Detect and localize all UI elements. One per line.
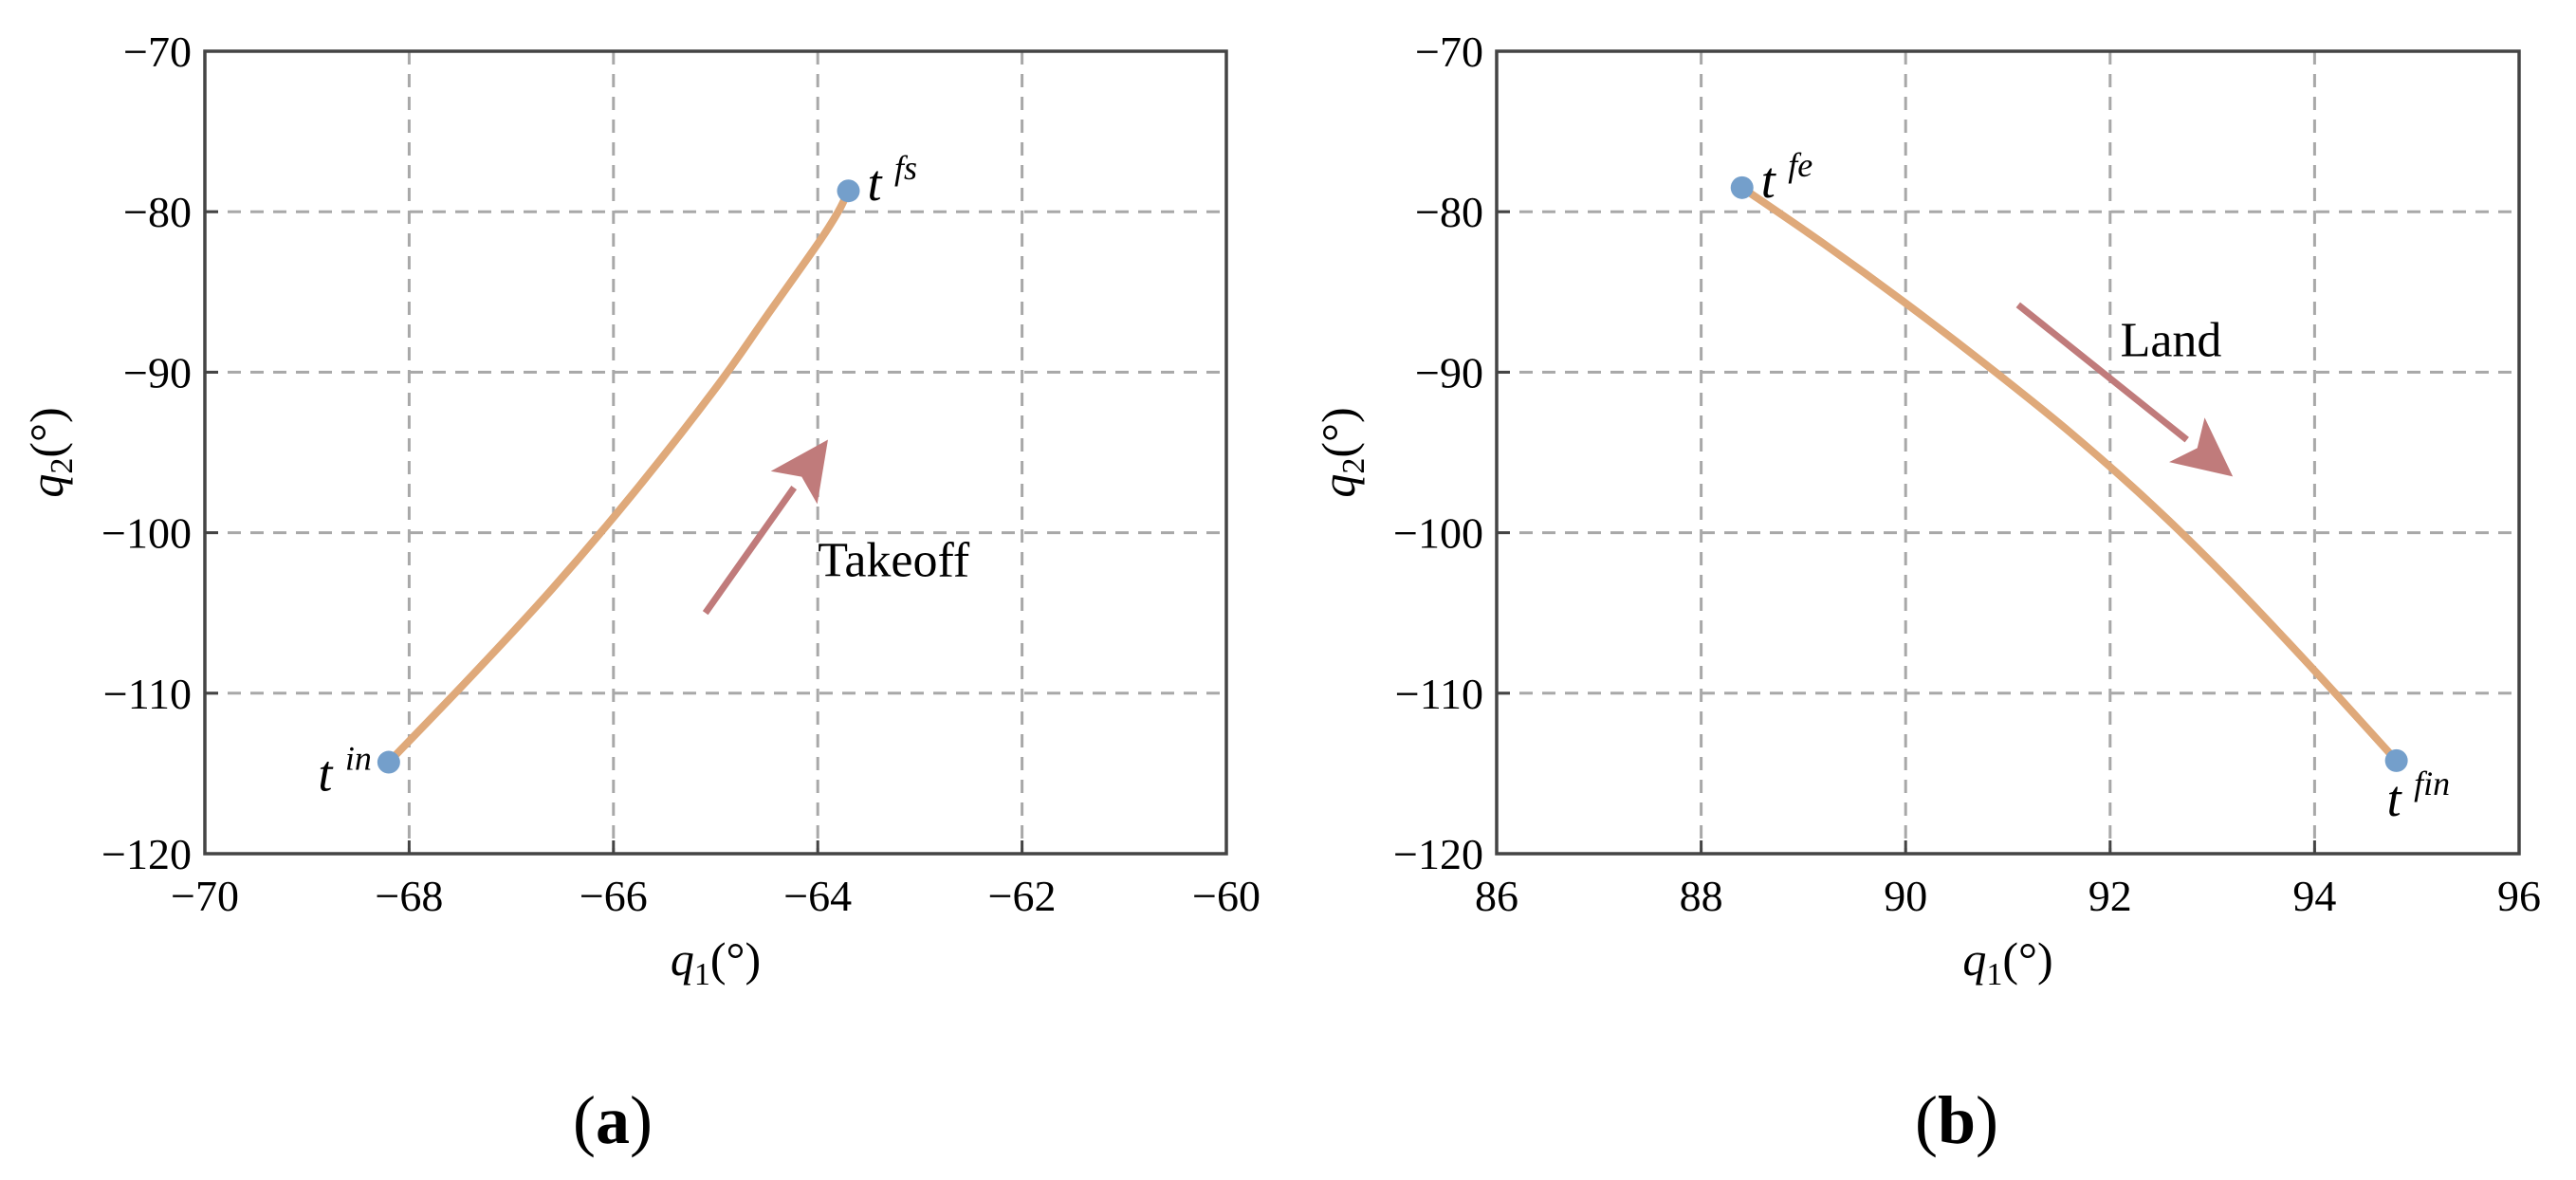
endpoint-label: t fs — [868, 149, 918, 212]
y-tick-label: −90 — [123, 348, 192, 396]
panel-label: (a) — [573, 1082, 653, 1158]
endpoint-marker — [2384, 748, 2408, 772]
endpoint-label: t fin — [2387, 765, 2451, 827]
y-tick-label: −120 — [1393, 830, 1483, 878]
y-tick-label: −70 — [123, 28, 192, 76]
phase-annotation: Land — [2121, 313, 2222, 367]
x-tick-label: −70 — [171, 872, 239, 920]
endpoint-marker — [1730, 175, 1754, 199]
x-tick-label: 94 — [2292, 872, 2336, 920]
endpoint-marker — [377, 750, 400, 774]
x-tick-label: 88 — [1680, 872, 1723, 920]
direction-arrow-head — [2169, 417, 2234, 477]
endpoint-label: t fe — [1761, 146, 1813, 209]
chart-panel-b: 86 88 90 92 94 96 −70 −80 −90 −100 −110 −120 q1(°) q2… — [1312, 28, 2541, 1158]
x-tick-label: −66 — [580, 872, 648, 920]
x-tick-label: −62 — [988, 872, 1057, 920]
panel-label: (b) — [1915, 1082, 1998, 1158]
y-tick-label: −110 — [103, 670, 192, 718]
plot-frame — [203, 49, 1228, 856]
chart-panel-a: −70 −68 −66 −64 −62 −60 −70 −80 −90 −100 −110 −120 q… — [20, 28, 1260, 1158]
y-axis-label: q2(°) — [20, 407, 80, 497]
trajectory-line — [384, 187, 853, 766]
endpoint-label: t in — [318, 740, 372, 802]
y-tick-label: −70 — [1415, 28, 1483, 76]
x-tick-label: 92 — [2088, 872, 2132, 920]
x-tick-label: −64 — [783, 872, 852, 920]
phase-annotation: Takeoff — [818, 533, 970, 587]
endpoint-marker — [837, 179, 860, 203]
direction-arrow-head — [770, 439, 828, 505]
y-axis-label: q2(°) — [1312, 407, 1371, 497]
x-axis-label: q1(°) — [1962, 932, 2052, 992]
y-tick-label: −80 — [123, 188, 192, 236]
y-tick-label: −110 — [1395, 670, 1483, 718]
direction-arrow-shaft — [2015, 302, 2189, 443]
y-tick-label: −120 — [101, 830, 192, 878]
x-tick-label: −68 — [375, 872, 443, 920]
x-tick-label: 86 — [1475, 872, 1518, 920]
x-axis-label: q1(°) — [671, 932, 761, 992]
y-tick-label: −100 — [1393, 509, 1483, 558]
x-tick-label: 96 — [2497, 872, 2541, 920]
trajectory-line — [1738, 183, 2401, 765]
x-tick-label: 90 — [1884, 872, 1927, 920]
y-tick-label: −100 — [101, 509, 192, 558]
direction-arrow-shaft — [702, 486, 798, 616]
x-tick-label: −60 — [1192, 872, 1260, 920]
plot-frame — [1495, 49, 2521, 856]
y-tick-label: −80 — [1415, 188, 1483, 236]
y-tick-label: −90 — [1415, 348, 1483, 396]
